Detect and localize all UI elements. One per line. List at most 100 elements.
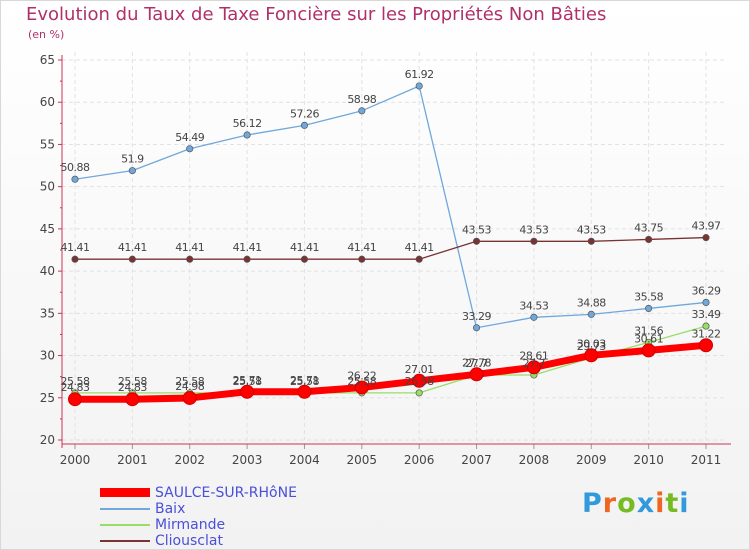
y-tick-label: 25 [40, 391, 55, 405]
data-point-3 [243, 255, 251, 263]
series-line-0 [75, 341, 707, 403]
data-label-0: 31.22 [692, 327, 721, 340]
data-point-0 [297, 384, 312, 399]
data-point-1 [645, 304, 653, 312]
data-point-1 [71, 175, 79, 183]
x-tick-label: 2001 [117, 453, 148, 467]
legend-label-cliousclat: Cliousclat [155, 533, 223, 549]
y-axis-label: (en %) [28, 28, 65, 41]
x-tick-label: 2002 [174, 453, 205, 467]
data-label-1: 34.88 [577, 296, 606, 309]
proxiti-logo: Proxiti [582, 488, 690, 519]
data-label-2: 33.49 [692, 308, 721, 321]
y-tick-label: 55 [40, 137, 55, 151]
x-tick-label: 2004 [289, 453, 320, 467]
data-label-3: 43.53 [577, 223, 606, 236]
grid [62, 52, 726, 441]
data-label-2: 25.58 [233, 375, 262, 388]
data-label-2: 27.7 [523, 357, 546, 370]
data-labels: 24.83 24.83 24.98 25.71 25.71 26.22 27.01 27.78… [61, 68, 722, 394]
data-point-1 [243, 131, 251, 139]
x-tick-label: 2003 [232, 453, 263, 467]
data-point-3 [645, 235, 653, 243]
logo-letter: x [636, 488, 656, 519]
y-tick-label: 65 [40, 53, 55, 67]
x-tick-label: 2007 [461, 453, 492, 467]
data-label-2: 31.56 [634, 324, 663, 337]
data-label-1: 33.29 [462, 310, 491, 323]
x-tick-label: 2006 [404, 453, 435, 467]
data-label-0: 24.83 [118, 381, 147, 394]
data-point-0 [412, 373, 427, 388]
data-label-0: 30.61 [634, 332, 663, 345]
data-label-3: 43.97 [692, 220, 721, 233]
data-point-3 [128, 255, 136, 263]
logo-letter: P [582, 488, 603, 519]
data-point-1 [472, 324, 481, 332]
y-tick-label: 50 [40, 180, 55, 194]
x-tick-label: 2000 [60, 453, 91, 467]
data-label-0: 28.61 [519, 349, 548, 362]
data-label-0: 30.03 [577, 337, 606, 350]
data-label-3: 43.75 [634, 221, 663, 234]
data-label-3: 43.53 [519, 223, 548, 236]
series-line-3 [75, 236, 707, 260]
logo-letter: t [665, 488, 680, 519]
x-tick-label: 2011 [691, 453, 722, 467]
legend-label-mirmande: Mirmande [155, 517, 226, 533]
data-label-1: 61.92 [405, 68, 434, 81]
data-label-3: 41.41 [405, 241, 434, 254]
data-label-2: 25.58 [175, 375, 204, 388]
data-label-1: 57.26 [290, 107, 319, 120]
y-tick-label: 35 [40, 306, 55, 320]
chart-title: Evolution du Taux de Taxe Foncière sur l… [26, 4, 607, 25]
data-label-2: 25.58 [290, 375, 319, 388]
data-point-0 [240, 384, 255, 399]
data-point-3 [71, 255, 79, 263]
data-label-3: 43.53 [462, 223, 491, 236]
x-tick-label: 2010 [633, 453, 664, 467]
data-label-2: 29.73 [577, 340, 606, 353]
y-tick-label: 45 [40, 222, 55, 236]
data-point-0 [182, 390, 197, 405]
legend-swatch-baix [100, 508, 150, 510]
data-label-3: 41.41 [347, 241, 376, 254]
data-point-0 [584, 348, 599, 363]
data-label-3: 41.41 [61, 241, 90, 254]
series-layer [68, 82, 713, 407]
y-tick-label: 60 [40, 95, 55, 109]
data-label-2: 25.58 [405, 375, 434, 388]
data-label-0: 25.71 [290, 374, 319, 387]
logo-letter: i [655, 488, 666, 519]
data-label-0: 25.71 [233, 374, 262, 387]
data-point-0 [68, 392, 82, 407]
data-point-3 [472, 237, 481, 245]
data-label-3: 41.41 [118, 241, 147, 254]
data-point-3 [358, 255, 366, 263]
data-label-0: 24.83 [61, 381, 90, 394]
data-label-2: 25.58 [61, 375, 90, 388]
data-point-0 [354, 380, 369, 395]
data-point-1 [530, 313, 538, 321]
x-tick-label: 2008 [519, 453, 550, 467]
legend-label-baix: Baix [155, 501, 186, 517]
axes: 20 25 30 35 40 45 50 55 60 65 2000 2001 2002 2003 2004… [40, 53, 731, 467]
data-point-3 [186, 255, 194, 263]
series-line-1 [74, 85, 707, 329]
data-label-1: 58.98 [347, 93, 376, 106]
data-point-0 [469, 367, 484, 382]
data-point-2 [702, 322, 710, 330]
data-label-1: 34.53 [519, 299, 548, 312]
data-point-1 [186, 145, 194, 153]
data-label-1: 35.58 [634, 290, 663, 303]
x-tick-label: 2009 [576, 453, 607, 467]
legend-swatch-mirmande [100, 524, 150, 526]
data-label-1: 56.12 [233, 117, 262, 130]
data-point-1 [358, 107, 366, 115]
y-tick-label: 40 [40, 264, 55, 278]
data-point-3 [415, 255, 423, 263]
data-point-2 [415, 389, 423, 397]
data-label-3: 41.41 [233, 241, 262, 254]
